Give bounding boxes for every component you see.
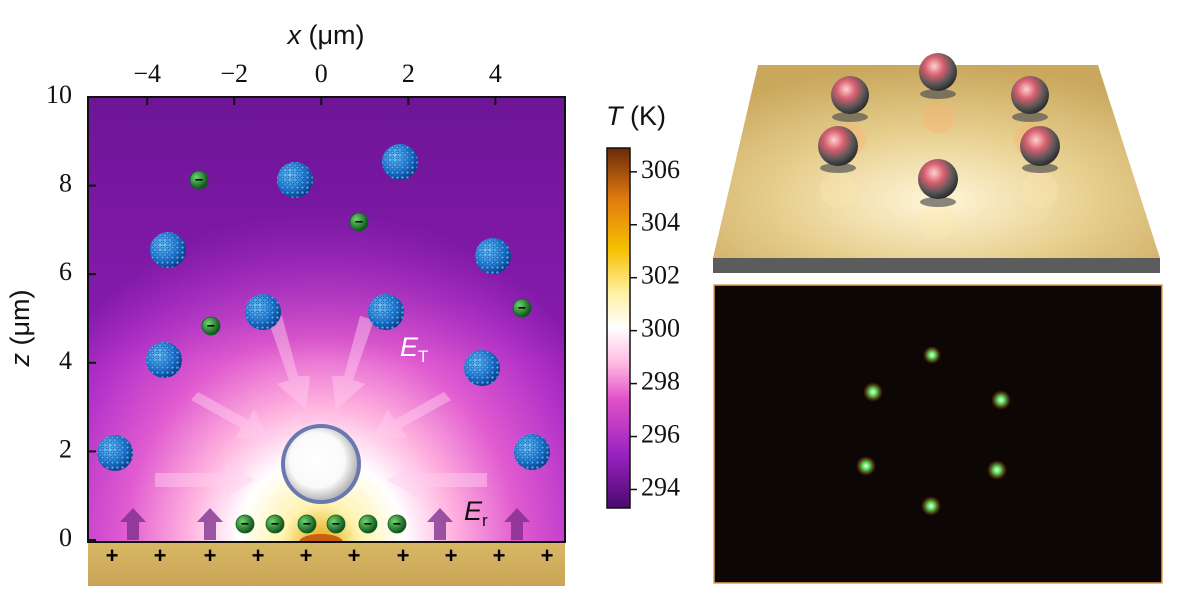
colorbar: T (K) bbox=[606, 101, 666, 509]
nanoparticle-texture bbox=[514, 434, 550, 470]
charged-particle bbox=[235, 514, 255, 534]
particle-charge: − bbox=[393, 516, 401, 532]
substrate-charge: + bbox=[397, 543, 410, 568]
nanoparticle-texture bbox=[368, 294, 404, 330]
y-tick-label: 4 bbox=[59, 346, 72, 375]
substrate-charge: + bbox=[154, 543, 167, 568]
particle-charge: − bbox=[364, 516, 372, 532]
y-tick-label: 10 bbox=[46, 80, 72, 109]
substrate-charge: + bbox=[106, 543, 119, 568]
thermal-arrows bbox=[155, 316, 487, 498]
x-tick-label: 0 bbox=[315, 59, 328, 88]
nanoparticle-texture bbox=[150, 232, 186, 268]
particle-charge: − bbox=[241, 516, 249, 532]
substrate-charge: + bbox=[204, 543, 217, 568]
charged-particle bbox=[512, 298, 532, 318]
particle-charge: − bbox=[271, 516, 279, 532]
charged-particle bbox=[387, 514, 407, 534]
plot-frame bbox=[87, 96, 566, 543]
substrate-charges: + + + + + + + + + + bbox=[106, 543, 554, 568]
nanoparticle-texture bbox=[475, 238, 511, 274]
substrate-charge: + bbox=[541, 543, 554, 568]
particle-charge: − bbox=[355, 214, 363, 230]
particle-charge: − bbox=[303, 516, 311, 532]
particle-charge: − bbox=[207, 318, 215, 334]
x-tick-label: 2 bbox=[402, 59, 415, 88]
colorbar-tick-label: 294 bbox=[641, 472, 680, 501]
substrate-charge: + bbox=[252, 543, 265, 568]
field-arrows bbox=[120, 508, 530, 540]
nanoparticle-texture bbox=[464, 350, 500, 386]
x-tick-label: −4 bbox=[133, 59, 161, 88]
charged-particle bbox=[201, 316, 221, 336]
microscopy-image bbox=[713, 284, 1163, 584]
nanoparticle-texture bbox=[382, 144, 418, 180]
colorbar-tick-label: 302 bbox=[641, 261, 680, 290]
y-tick-label: 8 bbox=[59, 169, 72, 198]
nanoparticle-texture bbox=[245, 294, 281, 330]
y-tick-label: 2 bbox=[59, 434, 72, 463]
array-illustration bbox=[713, 53, 1160, 273]
x-tick-label: −2 bbox=[220, 59, 248, 88]
colorbar-tick-label: 304 bbox=[641, 208, 680, 237]
colorbar-tick-label: 296 bbox=[641, 419, 680, 448]
colorbar-title: T (K) bbox=[606, 101, 666, 131]
substrate-charge: + bbox=[445, 543, 458, 568]
substrate bbox=[88, 543, 565, 586]
charged-particle bbox=[326, 514, 346, 534]
x-tick-label: 4 bbox=[489, 59, 502, 88]
annotation-e-r: Er bbox=[464, 496, 488, 530]
charged-particle bbox=[358, 514, 378, 534]
x-axis-label: x (μm) bbox=[285, 20, 364, 50]
charged-particles: − − − − − − − − − − bbox=[189, 170, 532, 534]
y-tick-label: 0 bbox=[59, 523, 72, 552]
y-axis-label: z (μm) bbox=[5, 289, 35, 367]
nanoparticles bbox=[97, 144, 550, 471]
particle-charge: − bbox=[518, 300, 526, 316]
heated-particle bbox=[281, 424, 361, 504]
nanoparticle-texture bbox=[97, 435, 133, 471]
substrate-charge: + bbox=[493, 543, 506, 568]
annotation-e-t: ET bbox=[400, 332, 428, 366]
particle-charge: − bbox=[332, 516, 340, 532]
colorbar-tick-label: 300 bbox=[641, 314, 680, 343]
charged-particle bbox=[189, 170, 209, 190]
charged-particle bbox=[297, 514, 317, 534]
colorbar-scale bbox=[606, 147, 631, 509]
nanoparticle-texture bbox=[277, 162, 313, 198]
particle-charge: − bbox=[195, 172, 203, 188]
colorbar-tick-label: 306 bbox=[641, 155, 680, 184]
nanoparticle-texture bbox=[146, 342, 182, 378]
y-tick-label: 6 bbox=[59, 257, 72, 286]
charged-particle bbox=[349, 212, 369, 232]
charged-particle bbox=[265, 514, 285, 534]
colorbar-tick-label: 298 bbox=[641, 367, 680, 396]
substrate-charge: + bbox=[300, 543, 313, 568]
heatmap-panel: − − − − − − − − − − + + + + + + + + + + ET Er x (μm) z (μm… bbox=[5, 20, 566, 586]
substrate-charge: + bbox=[348, 543, 361, 568]
